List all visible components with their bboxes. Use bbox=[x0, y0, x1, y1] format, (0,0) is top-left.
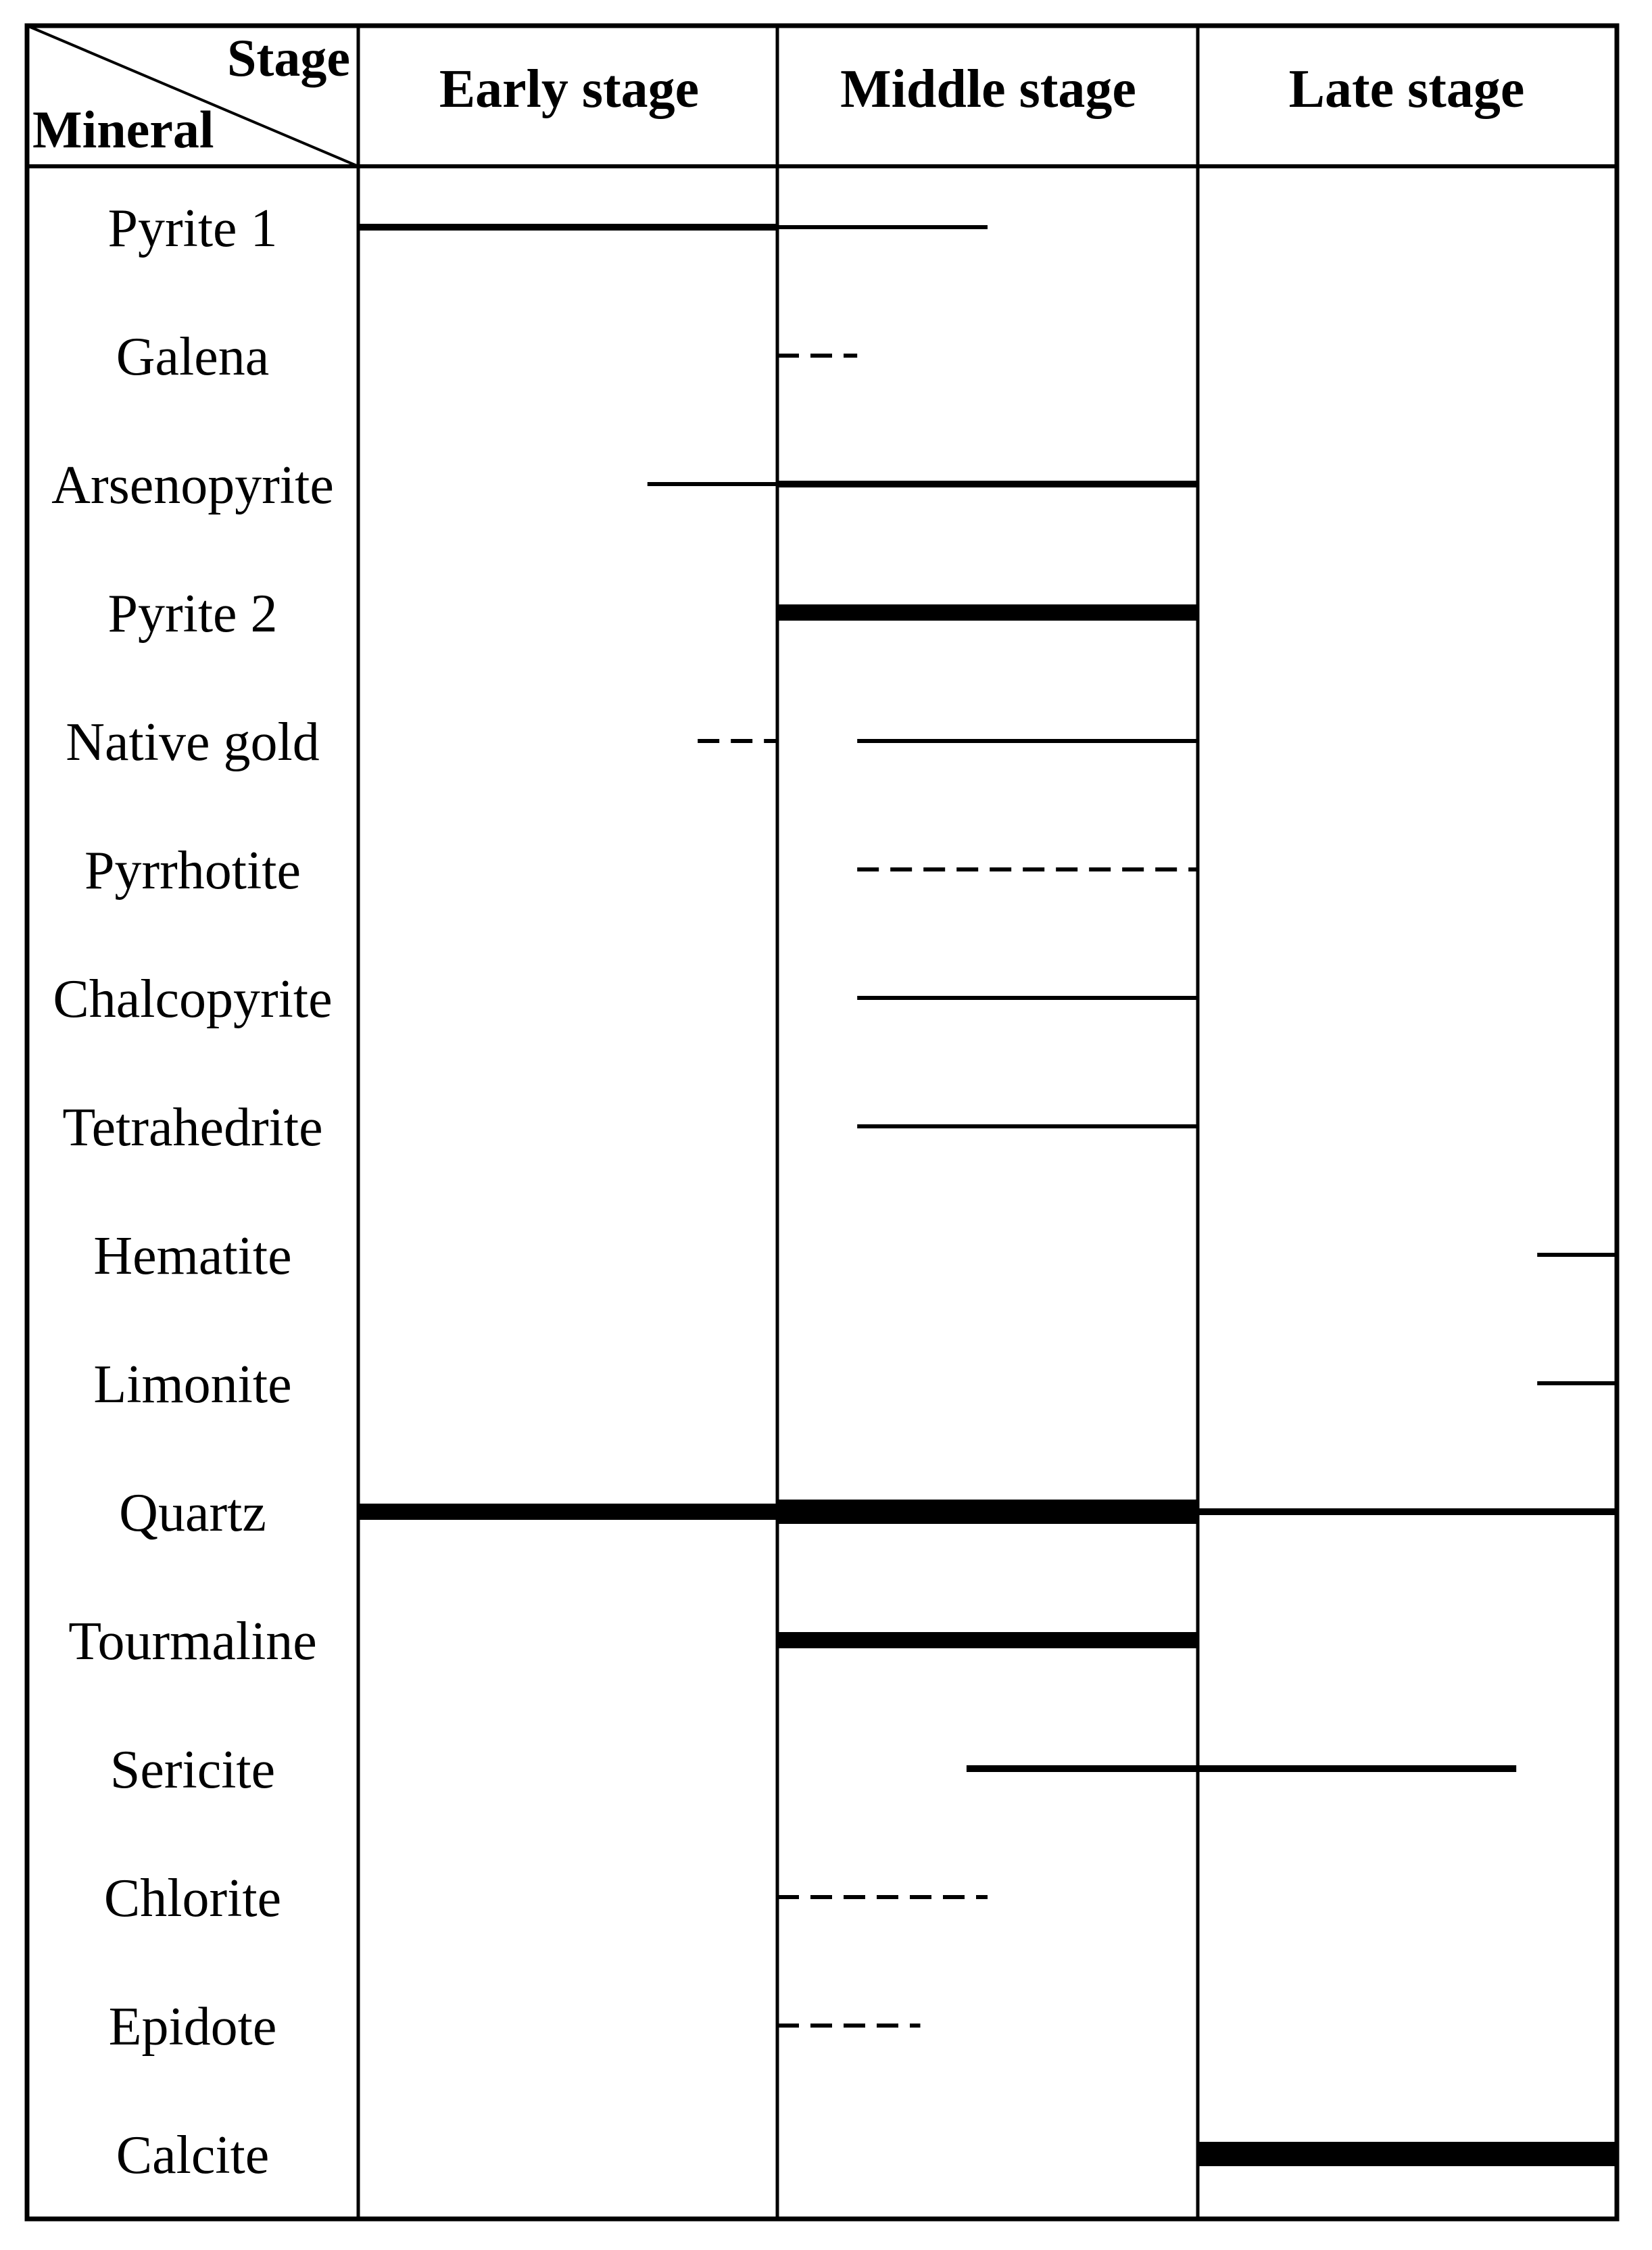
mineral-label: Tourmaline bbox=[68, 1612, 317, 1671]
mineral-label: Calcite bbox=[116, 2126, 270, 2185]
mineral-bars bbox=[358, 224, 1617, 2166]
table-grid bbox=[24, 23, 1620, 2222]
mineral-label: Chlorite bbox=[104, 1869, 281, 1928]
mineral-label: Limonite bbox=[93, 1355, 291, 1414]
mineral-label: Epidote bbox=[109, 1997, 277, 2057]
stage-header-late: Late stage bbox=[1289, 59, 1525, 119]
corner-label-mineral: Mineral bbox=[32, 100, 214, 159]
corner-label-stage: Stage bbox=[227, 28, 350, 87]
stage-header-early: Early stage bbox=[439, 59, 699, 119]
mineral-label: Galena bbox=[116, 327, 270, 387]
table-text: Stage Mineral Early stage Middle stage L… bbox=[32, 28, 1524, 2185]
mineral-label: Pyrite 1 bbox=[107, 199, 277, 258]
mineral-label: Chalcopyrite bbox=[53, 970, 332, 1029]
mineral-label: Native gold bbox=[66, 713, 319, 772]
corner-diagonal bbox=[26, 24, 359, 168]
stage-header-middle: Middle stage bbox=[840, 59, 1136, 119]
mineral-label: Pyrite 2 bbox=[107, 584, 277, 644]
table-border bbox=[24, 23, 1620, 2222]
mineral-label: Arsenopyrite bbox=[51, 456, 334, 515]
mineral-label: Tetrahedrite bbox=[62, 1098, 322, 1157]
mineral-label: Sericite bbox=[110, 1740, 275, 1800]
mineral-label: Pyrrhotite bbox=[84, 841, 301, 901]
mineral-label: Hematite bbox=[93, 1226, 291, 1286]
mineral-label: Quartz bbox=[119, 1483, 266, 1543]
